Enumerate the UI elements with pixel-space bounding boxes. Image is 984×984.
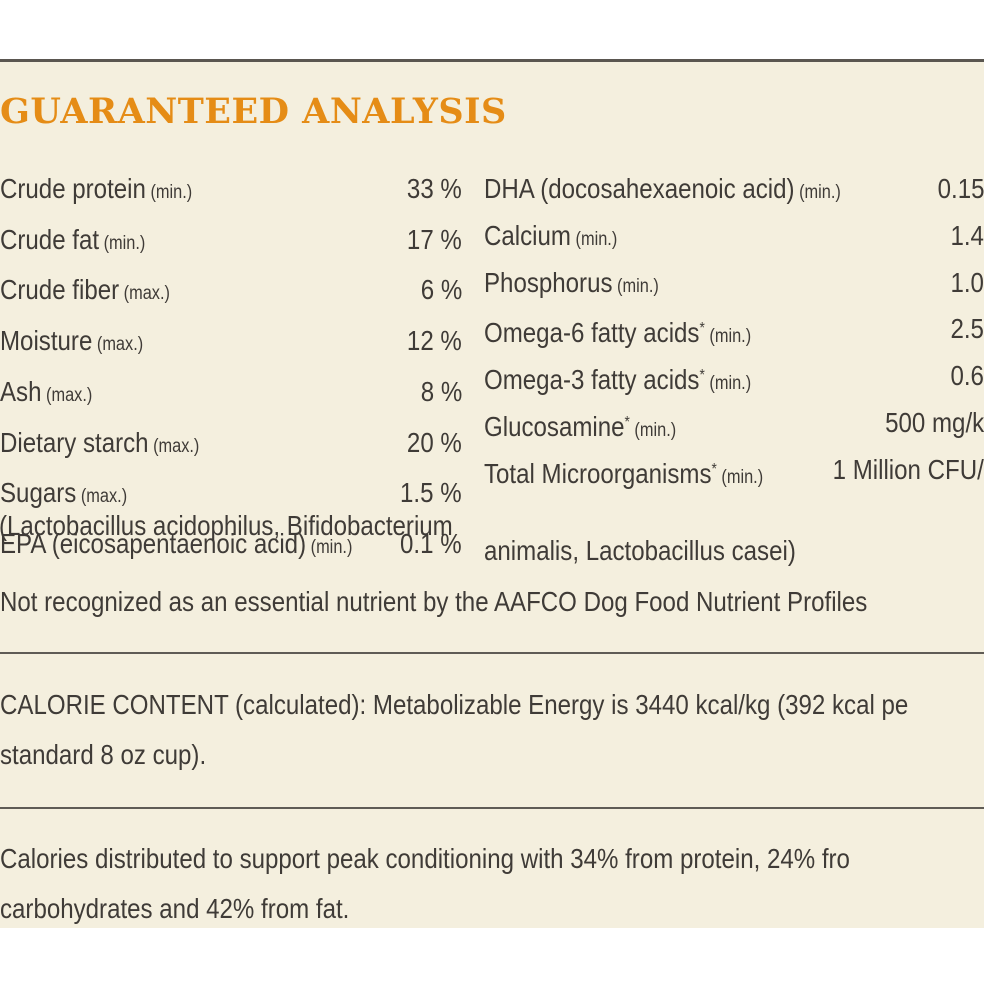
nutrient-row: Moisture (max.) 12 %	[0, 324, 462, 358]
nutrient-name: Moisture	[0, 325, 93, 357]
nutrient-name: Glucosamine	[484, 411, 625, 442]
nutrient-name: Phosphorus	[484, 266, 613, 298]
nutrient-value: 1.0	[950, 266, 984, 298]
nutrient-label: Moisture (max.)	[0, 324, 143, 362]
nutrient-label: Crude fat (min.)	[0, 223, 145, 261]
nutrient-name: EPA (eicosapentaenoic acid)	[0, 527, 307, 559]
nutrient-row: Calcium (min.) 1.4	[484, 219, 984, 253]
nutrient-qualifier: (min.)	[306, 536, 353, 558]
nutrient-value: 0.1 %	[400, 527, 462, 559]
nutrient-row: Crude fiber (max.) 6 %	[0, 273, 462, 307]
nutrient-label: Glucosamine* (min.)	[484, 406, 676, 448]
nutrient-label: Phosphorus (min.)	[484, 266, 659, 304]
nutrient-qualifier: (max.)	[148, 435, 200, 457]
calorie-content-line-1: CALORIE CONTENT (calculated): Metaboliza…	[0, 689, 909, 720]
nutrient-qualifier: (min.)	[570, 228, 618, 250]
nutrient-row: DHA (docosahexaenoic acid) (min.) 0.15	[484, 172, 984, 206]
nutrient-row: Crude fat (min.) 17 %	[0, 223, 462, 257]
nutrient-value: 1.4	[950, 219, 984, 251]
nutrient-qualifier: (max.)	[41, 384, 93, 406]
nutrient-qualifier: (min.)	[612, 275, 659, 297]
nutrient-row: Omega-3 fatty acids* (min.) 0.6	[484, 359, 984, 395]
nutrient-value: 12 %	[407, 325, 462, 357]
nutrient-label: Crude protein (min.)	[0, 172, 192, 210]
divider-1	[0, 652, 984, 654]
nutrient-value: 1 Million CFU/	[832, 453, 984, 485]
nutrient-value: 1.5 %	[400, 477, 462, 509]
nutrient-value: 0.15	[937, 173, 984, 204]
nutrient-row: Dietary starch (max.) 20 %	[0, 426, 462, 460]
nutrient-label: Ash (max.)	[0, 375, 92, 413]
nutrient-value: 6 %	[420, 274, 462, 306]
nutrient-value: 500 mg/k	[884, 407, 984, 438]
nutrient-name: Crude fat	[0, 223, 100, 255]
nutrient-qualifier: (min.)	[704, 373, 752, 395]
nutrient-name: Omega-6 fatty acids	[484, 317, 700, 349]
nutrient-name: DHA (docosahexaenoic acid)	[484, 173, 795, 204]
nutrient-label: Omega-3 fatty acids* (min.)	[484, 359, 751, 401]
nutrient-row: Glucosamine* (min.) 500 mg/k	[484, 406, 984, 442]
nutrient-value: 33 %	[407, 173, 462, 204]
nutrient-label: Crude fiber (max.)	[0, 273, 170, 311]
nutrient-qualifier: (min.)	[794, 182, 841, 203]
nutrient-asterisk: *	[699, 367, 705, 385]
nutrient-name: Crude protein	[0, 173, 146, 204]
nutrient-row: Ash (max.) 8 %	[0, 375, 462, 409]
nutrient-name: Sugars	[0, 477, 77, 509]
nutrient-label: Total Microorganisms* (min.)	[484, 453, 763, 495]
calorie-distribution: Calories distributed to support peak con…	[0, 834, 850, 928]
nutrient-qualifier: (min.)	[629, 420, 677, 441]
nutrient-qualifier: (max.)	[76, 486, 128, 508]
footnote: Not recognized as an essential nutrient …	[0, 586, 868, 617]
nutrient-value: 20 %	[407, 426, 462, 458]
nutrient-qualifier: (min.)	[145, 182, 193, 203]
nutrient-label: DHA (docosahexaenoic acid) (min.)	[484, 172, 841, 210]
nutrient-name: Crude fiber	[0, 274, 120, 306]
nutrient-value: 17 %	[407, 223, 462, 255]
nutrient-qualifier: (max.)	[119, 283, 170, 305]
calorie-distribution-line-1: Calories distributed to support peak con…	[0, 843, 850, 874]
nutrient-label: Dietary starch (max.)	[0, 426, 199, 464]
nutrient-row: Phosphorus (min.) 1.0	[484, 266, 984, 300]
section-title: GUARANTEED ANALYSIS	[0, 91, 507, 132]
nutrient-qualifier: (min.)	[716, 466, 764, 488]
nutrient-row: Total Microorganisms* (min.) 1 Million CF…	[484, 453, 984, 489]
nutrient-asterisk: *	[711, 460, 717, 478]
nutrient-label: Omega-6 fatty acids* (min.)	[484, 312, 751, 354]
nutrient-row: Sugars (max.) 1.5 %	[0, 476, 462, 510]
divider-2	[0, 807, 984, 809]
nutrient-name: Total Microorganisms	[484, 457, 712, 489]
nutrient-label: Calcium (min.)	[484, 219, 617, 257]
nutrient-name: Omega-3 fatty acids	[484, 364, 700, 396]
nutrient-qualifier: (max.)	[92, 334, 144, 356]
nutrient-name: Calcium	[484, 219, 571, 251]
nutrient-value: 0.6	[950, 360, 984, 392]
microorganism-note-line-1: (Lactobacillus acidophilus, Bifidobacter…	[0, 510, 453, 541]
calorie-content-line-2: standard 8 oz cup).	[0, 739, 207, 770]
nutrient-value: 2.5	[950, 313, 984, 345]
nutrient-asterisk: *	[699, 320, 705, 338]
calorie-content: CALORIE CONTENT (calculated): Metaboliza…	[0, 680, 908, 780]
nutrient-value: 8 %	[420, 375, 462, 407]
nutrient-label: EPA (eicosapentaenoic acid) (min.)	[0, 527, 352, 565]
microorganism-note-line-2: animalis, Lactobacillus casei)	[484, 535, 796, 566]
calorie-distribution-line-2: carbohydrates and 42% from fat.	[0, 893, 350, 924]
nutrient-row: Crude protein (min.) 33 %	[0, 172, 462, 206]
guaranteed-analysis-panel: GUARANTEED ANALYSIS Crude protein (min.)…	[0, 59, 984, 928]
nutrient-name: Dietary starch	[0, 426, 149, 458]
nutrient-label: Sugars (max.)	[0, 476, 127, 514]
nutrient-row: Omega-6 fatty acids* (min.) 2.5	[484, 312, 984, 348]
nutrient-name: Ash	[0, 375, 42, 407]
nutrient-row: EPA (eicosapentaenoic acid) (min.) 0.1 %	[0, 527, 462, 561]
nutrient-qualifier: (min.)	[704, 326, 752, 348]
nutrient-qualifier: (min.)	[99, 232, 146, 254]
nutrient-asterisk: *	[624, 414, 630, 431]
